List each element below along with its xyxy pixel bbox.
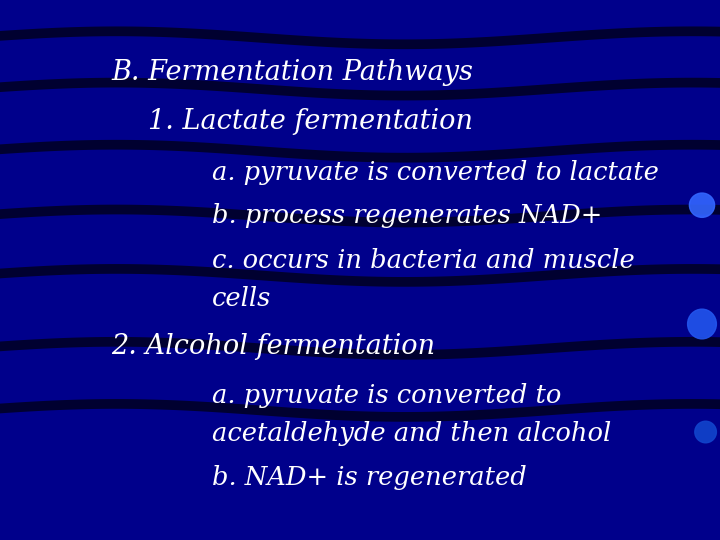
- Text: acetaldehyde and then alcohol: acetaldehyde and then alcohol: [212, 421, 612, 446]
- Text: a. pyruvate is converted to lactate: a. pyruvate is converted to lactate: [212, 160, 660, 185]
- Text: 1. Lactate fermentation: 1. Lactate fermentation: [148, 108, 472, 135]
- Text: b. NAD+ is regenerated: b. NAD+ is regenerated: [212, 465, 527, 490]
- Ellipse shape: [688, 309, 716, 339]
- Text: 2. Alcohol fermentation: 2. Alcohol fermentation: [112, 333, 436, 360]
- Text: b. process regenerates NAD+: b. process regenerates NAD+: [212, 204, 603, 228]
- Text: a. pyruvate is converted to: a. pyruvate is converted to: [212, 383, 562, 408]
- Text: c. occurs in bacteria and muscle: c. occurs in bacteria and muscle: [212, 248, 635, 273]
- Text: B. Fermentation Pathways: B. Fermentation Pathways: [112, 59, 474, 86]
- Ellipse shape: [690, 193, 714, 217]
- Ellipse shape: [695, 421, 716, 443]
- Text: cells: cells: [212, 286, 271, 310]
